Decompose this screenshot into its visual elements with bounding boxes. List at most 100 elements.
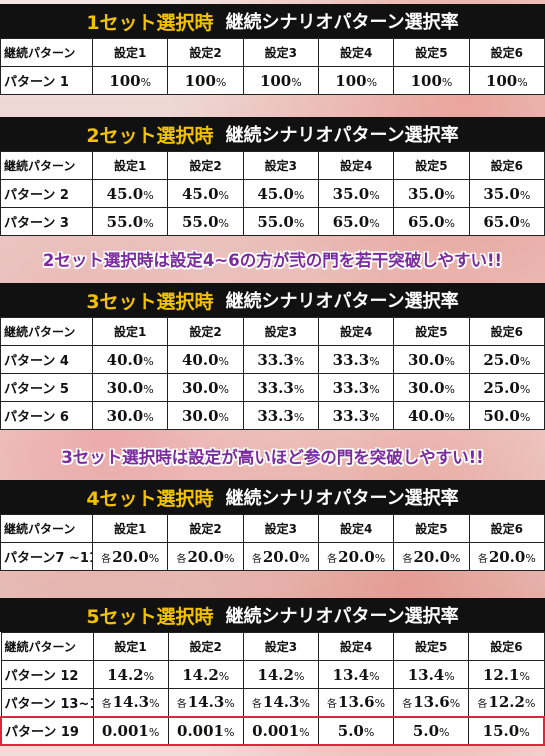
rate-value: 30.0 bbox=[181, 378, 219, 397]
percent-sign: % bbox=[517, 75, 528, 89]
each-prefix: 各 bbox=[402, 553, 413, 565]
percent-sign: % bbox=[143, 354, 154, 368]
percent-sign: % bbox=[519, 188, 531, 202]
percent-sign: % bbox=[444, 216, 455, 230]
table-row: パターン 12 14.2% 14.2% 14.2% 13.4% 13.4% 12.1% bbox=[0, 660, 545, 689]
rate-value: 33.3 bbox=[257, 406, 294, 425]
each-prefix: 各 bbox=[477, 553, 488, 565]
percent-sign: % bbox=[519, 725, 530, 739]
percent-sign: % bbox=[374, 697, 386, 711]
header-setting-1: 設定1 bbox=[91, 317, 169, 346]
rate-cell: 100% bbox=[317, 66, 395, 95]
rate-cell: 50.0% bbox=[468, 401, 545, 430]
rate-cell: 14.2% bbox=[167, 660, 244, 689]
rate-cell: 各20.0% bbox=[242, 542, 319, 571]
rate-cell: 55.0% bbox=[242, 207, 319, 236]
rate-value: 33.3 bbox=[257, 378, 294, 397]
header-row: 継続パターン 設定1 設定2 設定3 設定4 設定5 設定6 bbox=[0, 151, 545, 180]
section-banner: 3セット選択時 継続シナリオパターン選択率 bbox=[0, 283, 545, 317]
percent-sign: % bbox=[218, 216, 229, 230]
rate-value: 15.0 bbox=[482, 721, 520, 740]
percent-sign: % bbox=[224, 551, 235, 565]
rate-cell: 14.2% bbox=[92, 660, 169, 689]
rate-value: 20.0 bbox=[187, 547, 225, 566]
rate-cell: 25.0% bbox=[468, 345, 545, 374]
percent-sign: % bbox=[366, 75, 378, 89]
header-setting-6: 設定6 bbox=[468, 151, 545, 180]
banner-title: 継続シナリオパターン選択率 bbox=[225, 488, 459, 509]
header-row: 継続パターン 設定1 設定2 設定3 設定4 設定5 設定6 bbox=[0, 632, 545, 661]
header-setting-2: 設定2 bbox=[167, 514, 244, 543]
percent-sign: % bbox=[444, 382, 455, 396]
rate-cell: 各20.0% bbox=[317, 542, 395, 571]
percent-sign: % bbox=[299, 697, 310, 711]
banner-set-label: 2セット選択時 bbox=[86, 124, 214, 147]
percent-sign: % bbox=[441, 75, 453, 89]
percent-sign: % bbox=[218, 382, 229, 396]
percent-sign: % bbox=[143, 669, 155, 683]
rate-cell: 各20.0% bbox=[393, 542, 470, 571]
table-row: パターン 6 30.0% 30.0% 33.3% 33.3% 40.0% 50.0% bbox=[0, 401, 545, 430]
each-prefix: 各 bbox=[477, 699, 488, 711]
rate-value: 5.0 bbox=[337, 721, 364, 740]
each-prefix: 各 bbox=[101, 553, 112, 565]
rate-cell: 25.0% bbox=[468, 373, 545, 402]
percent-sign: % bbox=[374, 551, 386, 565]
table-row: パターン7 ~11 各20.0% 各20.0% 各20.0% 各20.0% 各20.0% 各… bbox=[0, 542, 545, 571]
banner-title: 継続シナリオパターン選択率 bbox=[225, 606, 459, 627]
percent-sign: % bbox=[148, 725, 160, 739]
percent-sign: % bbox=[293, 354, 305, 368]
rate-cell: 各20.0% bbox=[468, 542, 545, 571]
rate-value: 13.4 bbox=[332, 665, 370, 684]
header-setting-4: 設定4 bbox=[317, 317, 395, 346]
rate-value: 100 bbox=[184, 71, 216, 90]
rate-cell: 55.0% bbox=[91, 207, 169, 236]
banner-title: 継続シナリオパターン選択率 bbox=[225, 12, 459, 33]
header-setting-6: 設定6 bbox=[468, 38, 545, 67]
table-row: パターン 1 100% 100% 100% 100% 100% 100% bbox=[0, 66, 545, 95]
rate-cell: 33.3% bbox=[317, 373, 395, 402]
header-setting-1: 設定1 bbox=[91, 151, 169, 180]
rate-value: 12.2 bbox=[488, 693, 525, 712]
header-setting-6: 設定6 bbox=[468, 632, 545, 661]
section-banner: 1セット選択時 継続シナリオパターン選択率 bbox=[0, 4, 545, 38]
percent-sign: % bbox=[299, 725, 310, 739]
header-setting-2: 設定2 bbox=[167, 317, 244, 346]
rate-value: 20.0 bbox=[112, 547, 149, 566]
rate-value: 25.0 bbox=[483, 350, 520, 369]
rate-value: 30.0 bbox=[181, 406, 219, 425]
rate-value: 5.0 bbox=[412, 721, 440, 740]
header-setting-4: 設定4 bbox=[317, 514, 395, 543]
table-row: パターン 19 0.001% 0.001% 0.001% 5.0% 5.0% 15.0% bbox=[0, 715, 545, 746]
percent-sign: % bbox=[369, 216, 380, 230]
percent-sign: % bbox=[143, 410, 154, 424]
rate-table: 継続パターン 設定1 設定2 設定3 設定4 設定5 設定6 パターン 1 100% 100% 10… bbox=[0, 38, 545, 95]
header-setting-1: 設定1 bbox=[92, 632, 169, 661]
note-3set: 3セット選択時は設定が高いほど参の門を突破しやすい!! bbox=[61, 448, 484, 467]
pattern-label: パターン7 ~11 bbox=[0, 542, 93, 571]
header-row: 継続パターン 設定1 設定2 設定3 設定4 設定5 設定6 bbox=[0, 514, 545, 543]
rate-value: 100 bbox=[335, 71, 367, 90]
rate-cell: 65.0% bbox=[393, 207, 470, 236]
percent-sign: % bbox=[291, 75, 302, 89]
rate-cell: 各13.6% bbox=[393, 688, 470, 717]
rate-cell: 65.0% bbox=[317, 207, 395, 236]
rate-value: 20.0 bbox=[413, 547, 451, 566]
percent-sign: % bbox=[218, 354, 229, 368]
each-prefix: 各 bbox=[251, 553, 262, 565]
header-setting-3: 設定3 bbox=[242, 38, 319, 67]
rate-cell: 0.001% bbox=[167, 715, 244, 746]
percent-sign: % bbox=[524, 697, 536, 711]
table-row: パターン 4 40.0% 40.0% 33.3% 33.3% 30.0% 25.0% bbox=[0, 345, 545, 374]
header-setting-5: 設定5 bbox=[393, 514, 470, 543]
rate-value: 65.0 bbox=[483, 212, 520, 231]
percent-sign: % bbox=[519, 354, 531, 368]
rate-cell: 65.0% bbox=[468, 207, 545, 236]
rate-value: 13.4 bbox=[407, 665, 445, 684]
header-pattern: 継続パターン bbox=[0, 38, 93, 67]
rate-value: 100 bbox=[485, 71, 518, 90]
rate-cell: 各13.6% bbox=[317, 688, 395, 717]
header-setting-6: 設定6 bbox=[468, 514, 545, 543]
banner-set-label: 5セット選択時 bbox=[86, 605, 214, 628]
percent-sign: % bbox=[369, 669, 380, 683]
